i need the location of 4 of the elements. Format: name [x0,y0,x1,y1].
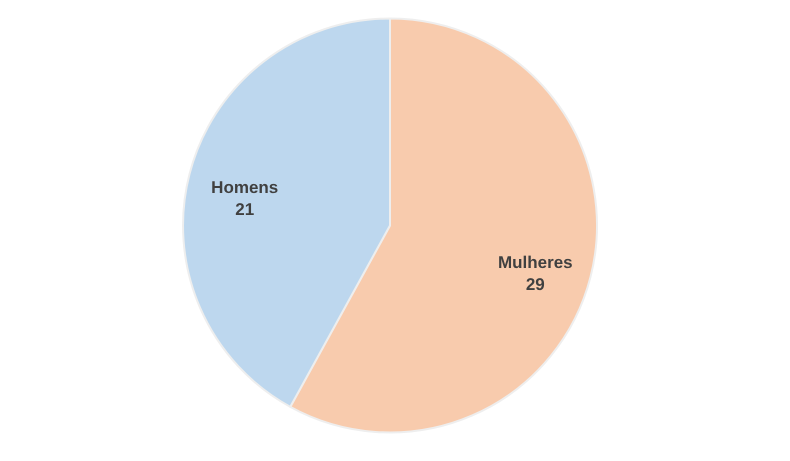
data-label: 29 [526,274,545,294]
slice-label: Mulheres [498,252,573,272]
data-label: 21 [235,200,254,220]
slice-label: Homens [211,178,278,198]
